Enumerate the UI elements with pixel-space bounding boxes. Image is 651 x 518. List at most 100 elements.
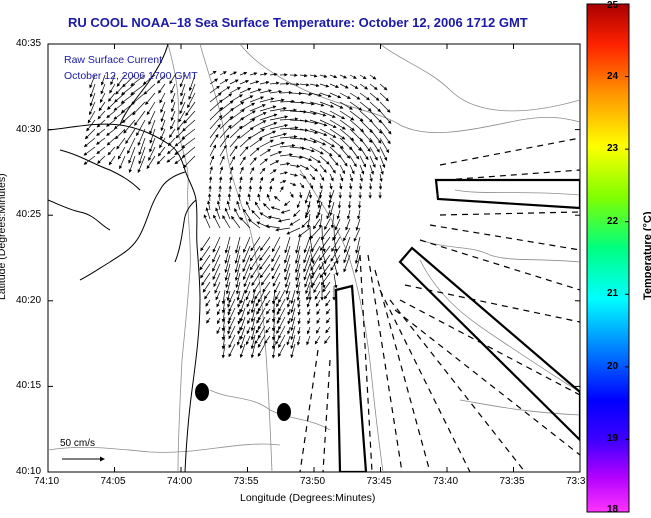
current-vector: [149, 137, 156, 153]
current-vector: [278, 325, 286, 340]
current-vector: [369, 155, 376, 168]
current-vector: [319, 164, 327, 173]
current-vector: [290, 289, 296, 305]
current-vector: [188, 74, 196, 92]
current-vector: [278, 298, 286, 313]
current-vector: [333, 261, 339, 277]
current-vector: [329, 74, 338, 79]
current-vector: [309, 83, 320, 88]
current-vector: [235, 272, 241, 289]
colorbar-tick-label: 24: [607, 70, 619, 82]
current-vector: [204, 290, 211, 300]
current-vector: [149, 128, 156, 144]
current-vector: [83, 137, 96, 148]
scale-label: 50 cm/s: [60, 438, 96, 449]
current-vector: [319, 92, 332, 98]
current-vector: [180, 92, 186, 106]
current-vector: [257, 289, 266, 303]
current-vector: [266, 193, 271, 202]
current-vector: [181, 137, 196, 149]
current-vector: [239, 176, 243, 184]
current-vector: [106, 110, 116, 119]
current-vector: [290, 307, 296, 323]
current-vector: [297, 308, 301, 316]
current-vector: [349, 164, 355, 175]
current-vector: [108, 155, 116, 166]
current-vector: [239, 325, 246, 340]
current-vector: [245, 290, 251, 301]
current-vector: [359, 119, 374, 134]
current-vector: [323, 290, 331, 300]
current-vector: [258, 185, 263, 193]
current-vector: [310, 254, 321, 271]
current-vector: [290, 298, 296, 314]
current-vector: [354, 245, 361, 264]
current-vector: [359, 173, 363, 182]
current-vector: [247, 193, 251, 202]
current-vector: [269, 81, 280, 85]
current-vector: [271, 334, 276, 350]
current-vector: [242, 245, 251, 264]
current-vector: [234, 263, 241, 281]
current-vector: [217, 193, 222, 202]
x-tick-label: 73:50: [300, 476, 326, 487]
current-vector: [205, 207, 211, 220]
current-vector: [237, 317, 241, 325]
current-vector: [319, 137, 335, 148]
current-vector: [319, 173, 325, 182]
current-vector: [260, 272, 271, 286]
current-vector: [273, 281, 281, 294]
current-vector: [250, 343, 256, 359]
current-vector: [259, 113, 278, 121]
current-vector: [279, 117, 299, 121]
current-vector: [137, 128, 146, 147]
current-vector: [339, 110, 355, 121]
current-vector: [322, 281, 331, 293]
current-vector: [303, 263, 311, 281]
current-vector: [209, 123, 221, 139]
current-vector: [368, 182, 373, 190]
current-vector: [221, 316, 226, 332]
current-vector: [268, 185, 273, 193]
current-vector: [333, 237, 338, 253]
current-vector: [319, 128, 337, 138]
current-vector: [318, 213, 323, 229]
current-vector: [229, 166, 234, 175]
current-vector: [289, 191, 294, 198]
current-vector: [251, 272, 261, 286]
current-vector: [108, 92, 116, 102]
current-vector: [259, 245, 271, 262]
current-vector: [212, 236, 221, 253]
current-vector: [242, 254, 251, 273]
current-vector: [271, 254, 281, 272]
current-vector: [107, 146, 116, 156]
current-vector: [246, 326, 251, 335]
x-tick-label: 74:10: [34, 476, 60, 487]
current-vector: [89, 101, 96, 116]
current-vector: [128, 155, 136, 173]
x-tick-label: 73:40: [433, 476, 459, 487]
current-vector: [249, 147, 260, 157]
current-vector: [303, 254, 311, 273]
current-vector: [353, 227, 361, 242]
current-vector: [286, 227, 301, 235]
current-vector: [249, 176, 253, 184]
current-vectors: [83, 70, 392, 359]
current-vector: [160, 119, 166, 132]
current-vector: [167, 137, 176, 147]
current-vector: [130, 74, 146, 87]
current-vector: [259, 97, 275, 103]
current-vector: [205, 299, 211, 307]
current-vector: [252, 281, 261, 293]
current-vector: [215, 207, 221, 220]
current-vector: [337, 200, 342, 209]
current-vector: [257, 334, 266, 348]
figure-title: RU COOL NOAA–18 Sea Surface Temperature:…: [68, 15, 528, 30]
current-vector: [259, 72, 268, 76]
current-vector: [329, 92, 342, 99]
current-vector: [284, 272, 291, 288]
current-vector: [369, 83, 378, 90]
current-vector: [228, 334, 236, 349]
current-vector: [359, 155, 367, 168]
